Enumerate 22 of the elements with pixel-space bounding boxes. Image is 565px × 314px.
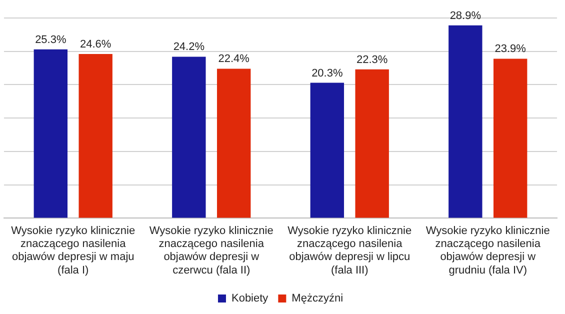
- bar: [34, 49, 68, 218]
- data-label: 22.4%: [218, 53, 250, 66]
- x-tick-label: Wysokie ryzyko klinicznie znaczącego nasilenia objawów depresji w lipcu (fala III): [288, 224, 412, 276]
- bar: [493, 58, 528, 218]
- data-label: 25.3%: [35, 34, 66, 46]
- data-label: 24.2%: [173, 41, 205, 54]
- bar: [78, 54, 112, 218]
- data-label: 22.3%: [356, 54, 388, 66]
- x-tick-label: Wysokie ryzyko klinicznie znaczącego nasilenia objawów depresji w czerwcu (fala II): [149, 224, 274, 276]
- legend-label: Kobiety: [231, 292, 269, 305]
- x-tick-label: Wysokie ryzyko klinicznie znaczącego nasilenia objawów depresji w maju (fala I): [11, 224, 136, 276]
- bar: [448, 25, 482, 218]
- bar: [216, 68, 251, 218]
- data-label: 24.6%: [80, 38, 112, 51]
- legend-label: Mężczyźni: [292, 292, 344, 305]
- data-label: 28.9%: [450, 10, 482, 22]
- data-label: 20.3%: [312, 67, 343, 80]
- x-tick-label: Wysokie ryzyko klinicznie znaczącego nasilenia objawów depresji w grudniu (fala IV): [426, 224, 550, 276]
- bar: [310, 82, 344, 218]
- bar: [172, 56, 206, 218]
- data-label: 23.9%: [494, 43, 526, 56]
- bar: [355, 69, 389, 218]
